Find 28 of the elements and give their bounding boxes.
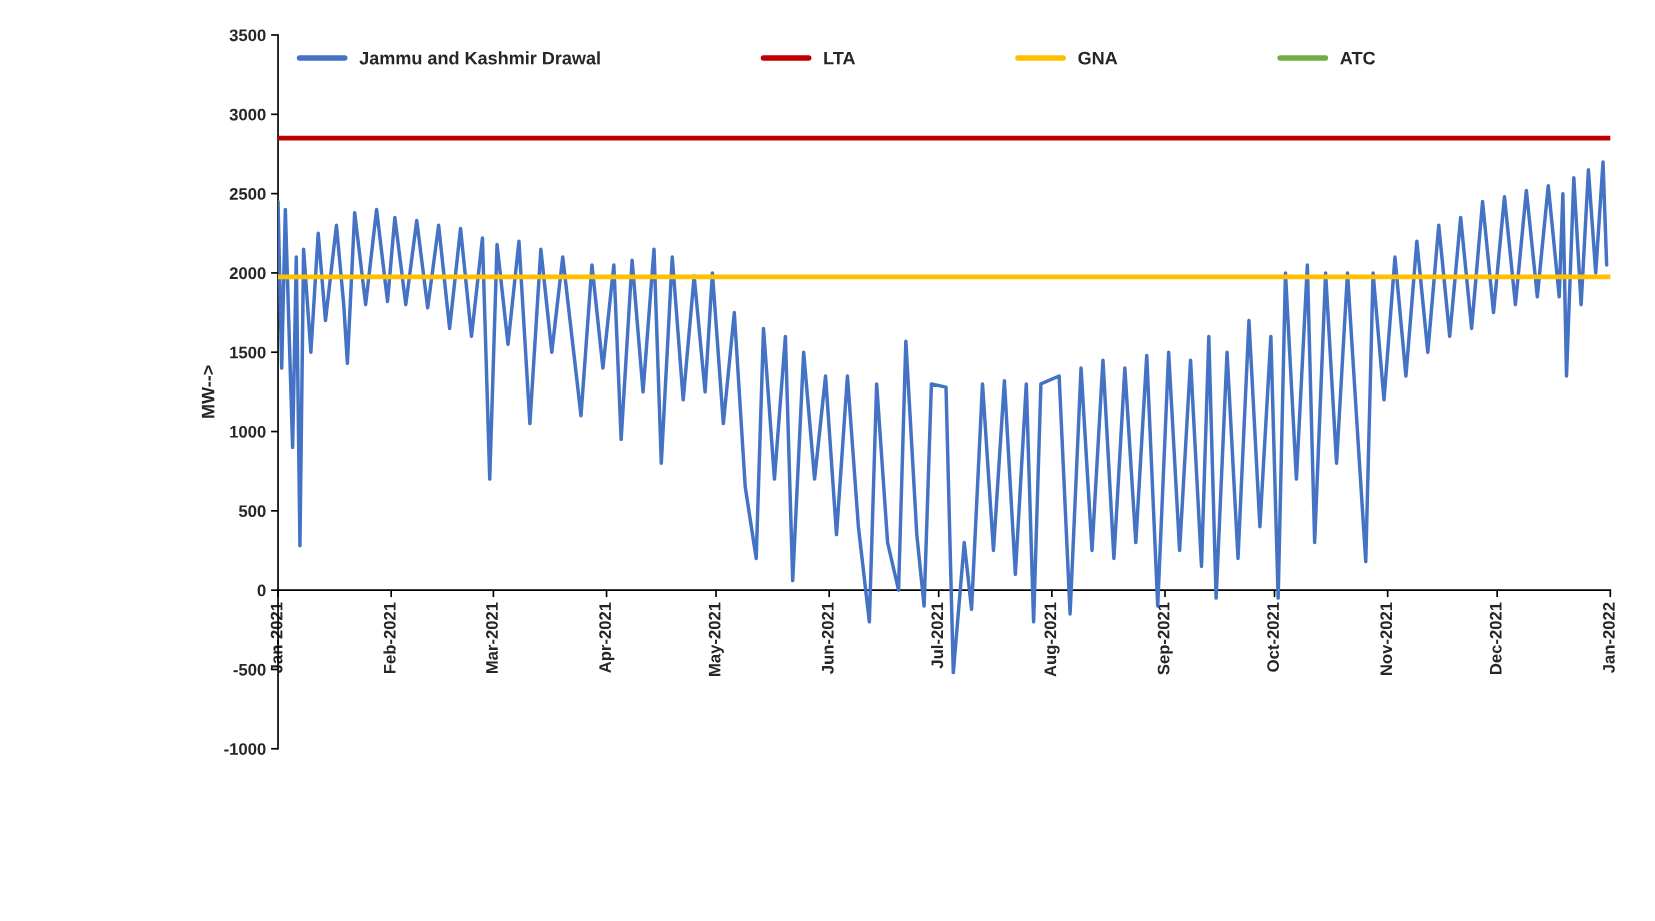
x-tick-label: Sep-2021	[1157, 602, 1173, 675]
legend-label: LTA	[824, 51, 856, 65]
y-tick-label: 2000	[229, 267, 266, 280]
legend-label: Jammu and Kashmir Drawal	[359, 51, 600, 65]
x-tick-label: Feb-2021	[383, 602, 396, 674]
x-tick-label: Jun-2021	[821, 602, 834, 674]
y-tick-label: 1000	[230, 425, 266, 438]
x-tick-label: Jan-2021	[270, 602, 283, 674]
x-tick-label: Aug-2021	[1044, 602, 1060, 677]
y-tick-label: -500	[233, 663, 266, 676]
x-tick-label: Oct-2021	[1267, 602, 1279, 672]
x-tick-label: Jul-2021	[930, 602, 944, 669]
x-tick-label: May-2021	[708, 602, 724, 676]
y-tick-label: 0	[257, 584, 266, 597]
y-tick-label: 3500	[229, 29, 266, 42]
x-tick-label: Jan-2022	[1602, 602, 1615, 674]
y-tick-label: 2500	[229, 188, 266, 200]
legend-label: GNA	[1078, 51, 1118, 65]
y-tick-label: 3000	[229, 108, 266, 121]
y-tick-label: 500	[238, 505, 266, 518]
x-tick-label: Dec-2021	[1489, 602, 1502, 675]
y-axis-title: MW-->	[201, 365, 215, 418]
legend-label: ATC	[1340, 51, 1376, 65]
y-tick-label: 1500	[230, 346, 266, 359]
y-tick-label: -1000	[224, 743, 266, 755]
x-tick-label: Apr-2021	[599, 602, 615, 673]
x-tick-label: Nov-2021	[1380, 602, 1393, 675]
x-tick-label: Mar-2021	[486, 602, 498, 674]
